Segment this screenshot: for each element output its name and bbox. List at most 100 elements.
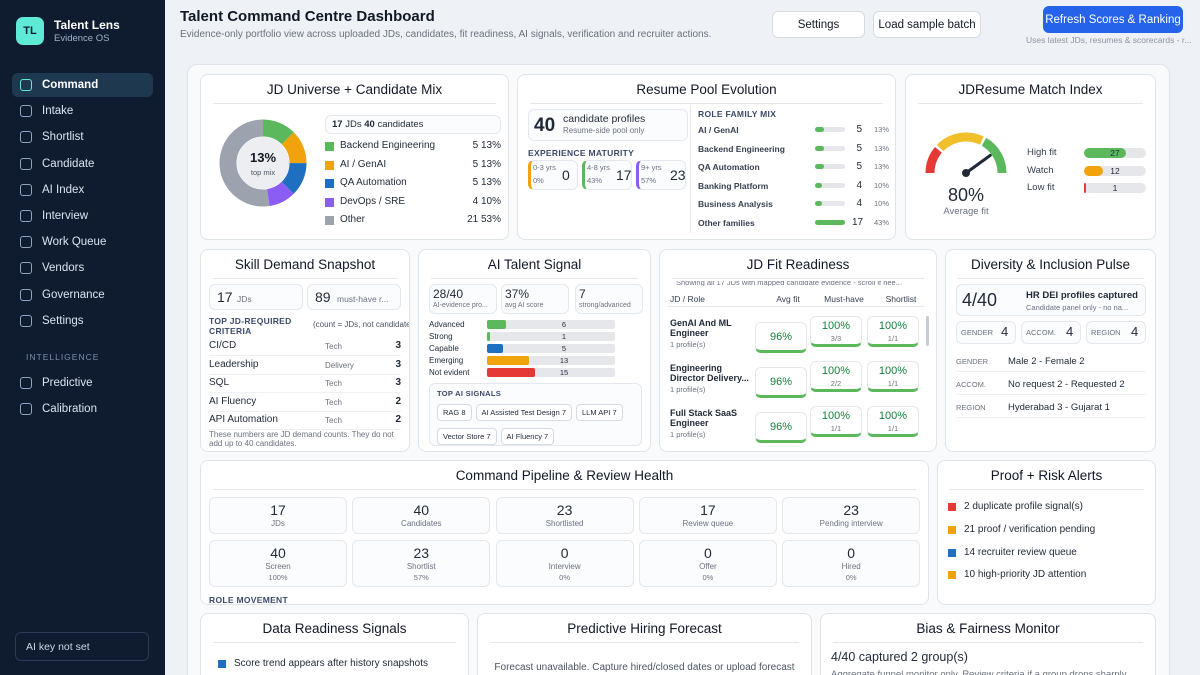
settings-button[interactable]: Settings — [772, 11, 865, 38]
legend-swatch — [325, 160, 334, 170]
criteria-name: Leadership — [209, 358, 259, 370]
criteria-title: TOP JD-REQUIRED CRITERIA — [209, 316, 292, 336]
readiness-item: Score trend appears after history snapsh… — [234, 658, 428, 669]
nav-item[interactable]: AI Index — [12, 178, 153, 202]
row-text: No request 2 - Requested 2 — [1008, 379, 1125, 390]
nav-item[interactable]: Interview — [12, 204, 153, 228]
gauge-zone — [925, 146, 943, 174]
stage-label: Interview — [548, 562, 581, 571]
nav-label: Interview — [42, 210, 89, 222]
legend-count: 5 — [472, 177, 479, 188]
nav-item[interactable]: Candidate — [12, 152, 153, 176]
nav-item[interactable]: Settings — [12, 309, 153, 333]
nav-item[interactable]: Intake — [12, 99, 153, 123]
load-sample-button[interactable]: Load sample batch — [873, 11, 981, 38]
nav-label: Command — [42, 79, 99, 91]
stat-value: 7 — [579, 287, 586, 301]
stage-value: 23 — [556, 502, 573, 518]
exp-pct: 43% — [587, 176, 603, 185]
legend-value: 5 13% — [431, 140, 501, 151]
stage-label: Pending interview — [819, 519, 883, 528]
criteria-cat: Tech — [325, 416, 342, 425]
row-label: GENDER — [956, 357, 989, 366]
nav-section: INTELLIGENCE — [26, 352, 100, 362]
nav-item[interactable]: Work Queue — [12, 230, 153, 254]
nav-label: Vendors — [42, 262, 85, 275]
level-bar — [1084, 183, 1086, 193]
role-count: 4 — [856, 179, 862, 191]
level-bar — [487, 344, 503, 353]
stat-value: 4 — [1001, 324, 1009, 339]
level-name: Emerging — [429, 356, 464, 365]
nav-item[interactable]: Shortlist — [12, 125, 153, 149]
card-title: Data Readiness Signals — [213, 621, 456, 643]
stage-box — [638, 497, 777, 534]
pill-sub: 1/1 — [830, 424, 842, 433]
pool-label: candidate profiles — [563, 113, 646, 125]
card-title: Diversity & Inclusion Pulse — [958, 257, 1143, 279]
role-name: Other families — [698, 218, 755, 228]
fit-role: Engineering Director Delivery... — [670, 363, 749, 383]
alert-marker — [948, 525, 956, 534]
legend-name: Backend Engineering — [340, 140, 436, 151]
gauge-zone — [936, 132, 984, 152]
row-label: ACCOM. — [956, 380, 986, 389]
criteria-count: 3 — [395, 377, 401, 388]
role-bar — [815, 164, 824, 170]
pill-sub: 1/1 — [887, 379, 899, 388]
row-line — [209, 392, 401, 393]
fit-role: Full Stack SaaS Engineer — [670, 408, 738, 428]
stat-label: avg AI score — [505, 302, 544, 309]
refresh-note: Uses latest JDs, resumes & scorecards - … — [1026, 35, 1192, 45]
exp-range: 4-8 yrs — [587, 163, 610, 172]
pill-sub: 1/1 — [887, 424, 899, 433]
nav-item[interactable]: Predictive — [12, 371, 153, 395]
bias-headline: 4/40 captured 2 group(s) — [831, 650, 968, 664]
role-count: 5 — [856, 124, 862, 135]
fit-note: Showing all 17 JDs with mapped candidate… — [676, 281, 902, 286]
legend-value: 5 13% — [431, 177, 501, 188]
legend-name: AI / GenAI — [340, 158, 387, 170]
role-name: Business Analysis — [698, 199, 773, 210]
nav-icon — [20, 131, 32, 144]
legend-pct: 13% — [480, 158, 501, 170]
role-name: QA Automation — [698, 162, 760, 173]
nav-item[interactable]: Governance — [12, 283, 153, 307]
refresh-button[interactable]: Refresh Scores & Ranking — [1043, 6, 1183, 33]
legend-value: 21 53% — [431, 214, 501, 225]
role-pct: 10% — [874, 199, 890, 209]
card: Predictive Hiring Forecast Forecast unava… — [477, 613, 812, 675]
nav-label: Work Queue — [42, 236, 107, 249]
legend-name: QA Automation — [340, 177, 407, 188]
nav-item[interactable]: Calibration — [12, 397, 153, 421]
role-bar — [815, 220, 845, 225]
alert-text: 2 duplicate profile signal(s) — [964, 501, 1083, 512]
nav-item[interactable]: Vendors — [12, 256, 153, 280]
level-bar — [487, 356, 529, 365]
pool-box — [528, 109, 688, 141]
gauge-hub — [962, 169, 970, 177]
exp-range: 0-3 yrs — [533, 163, 556, 172]
legend-name: DevOps / SRE — [340, 195, 406, 207]
stage-value: 40 — [413, 502, 430, 518]
fit-pill: 100% 1/1 — [867, 361, 919, 392]
nav-item[interactable]: Command — [12, 73, 153, 97]
stage-value: 0 — [703, 545, 712, 561]
page-subtitle: Evidence-only portfolio view across uplo… — [180, 29, 712, 40]
stat-value: 89 — [315, 289, 331, 305]
exp-pct: 0% — [533, 176, 544, 185]
nav-label: Settings — [42, 314, 84, 327]
stat-box — [209, 284, 303, 310]
nav-label: AI Index — [42, 183, 85, 196]
role-pct: 43% — [874, 218, 890, 227]
stage-pct: 0% — [845, 573, 857, 582]
jd-count: 17 — [332, 119, 343, 130]
donut-chart: 13% top mix — [219, 119, 307, 207]
card-title: JD Fit Readiness — [672, 257, 924, 279]
nav-label: Predictive — [42, 377, 93, 389]
nav-icon — [20, 262, 32, 275]
pill-value: 100% — [821, 365, 851, 377]
role-count: 5 — [856, 142, 862, 154]
stage-box — [782, 497, 921, 534]
level-count: 1 — [1112, 183, 1118, 193]
